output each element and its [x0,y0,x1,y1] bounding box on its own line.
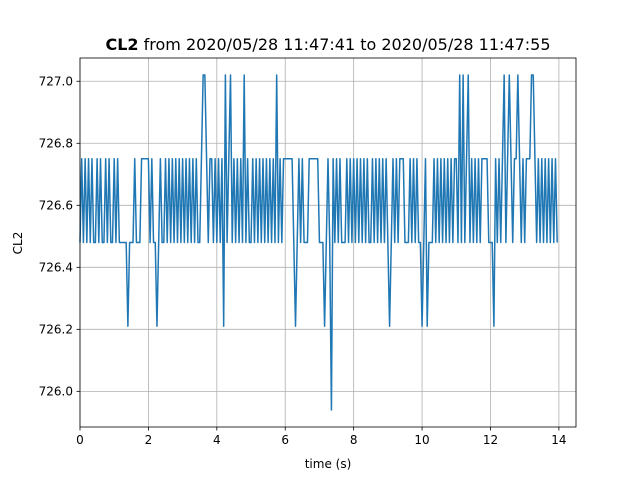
x-tick-label: 10 [414,433,429,447]
axes-frame [79,57,577,428]
y-tick-label: 727.0 [39,75,73,89]
x-axis-label: time (s) [305,457,352,471]
x-tick-label: 14 [551,433,566,447]
x-tick-label: 12 [483,433,498,447]
y-axis-label: CL2 [11,232,25,255]
x-tick-label: 0 [76,433,84,447]
title-rest: from 2020/05/28 11:47:41 to 2020/05/28 1… [139,35,551,54]
y-tick-label: 726.8 [39,137,73,151]
x-axis-ticks: 0 2 4 6 8 10 12 14 [76,427,567,447]
chart-title: CL2 from 2020/05/28 11:47:41 to 2020/05/… [105,35,550,54]
y-tick-label: 726.6 [39,199,73,213]
x-tick-label: 6 [281,433,289,447]
y-axis-ticks: 726.0 726.2 726.4 726.6 726.8 727.0 [39,75,80,399]
series-line-group [79,74,558,411]
y-tick-label: 726.0 [39,385,73,399]
title-bold: CL2 [105,35,138,54]
x-tick-label: 8 [350,433,358,447]
series-line [79,74,558,411]
y-tick-label: 726.4 [39,261,73,275]
y-tick-label: 726.2 [39,323,73,337]
x-tick-label: 2 [145,433,153,447]
x-tick-label: 4 [213,433,221,447]
